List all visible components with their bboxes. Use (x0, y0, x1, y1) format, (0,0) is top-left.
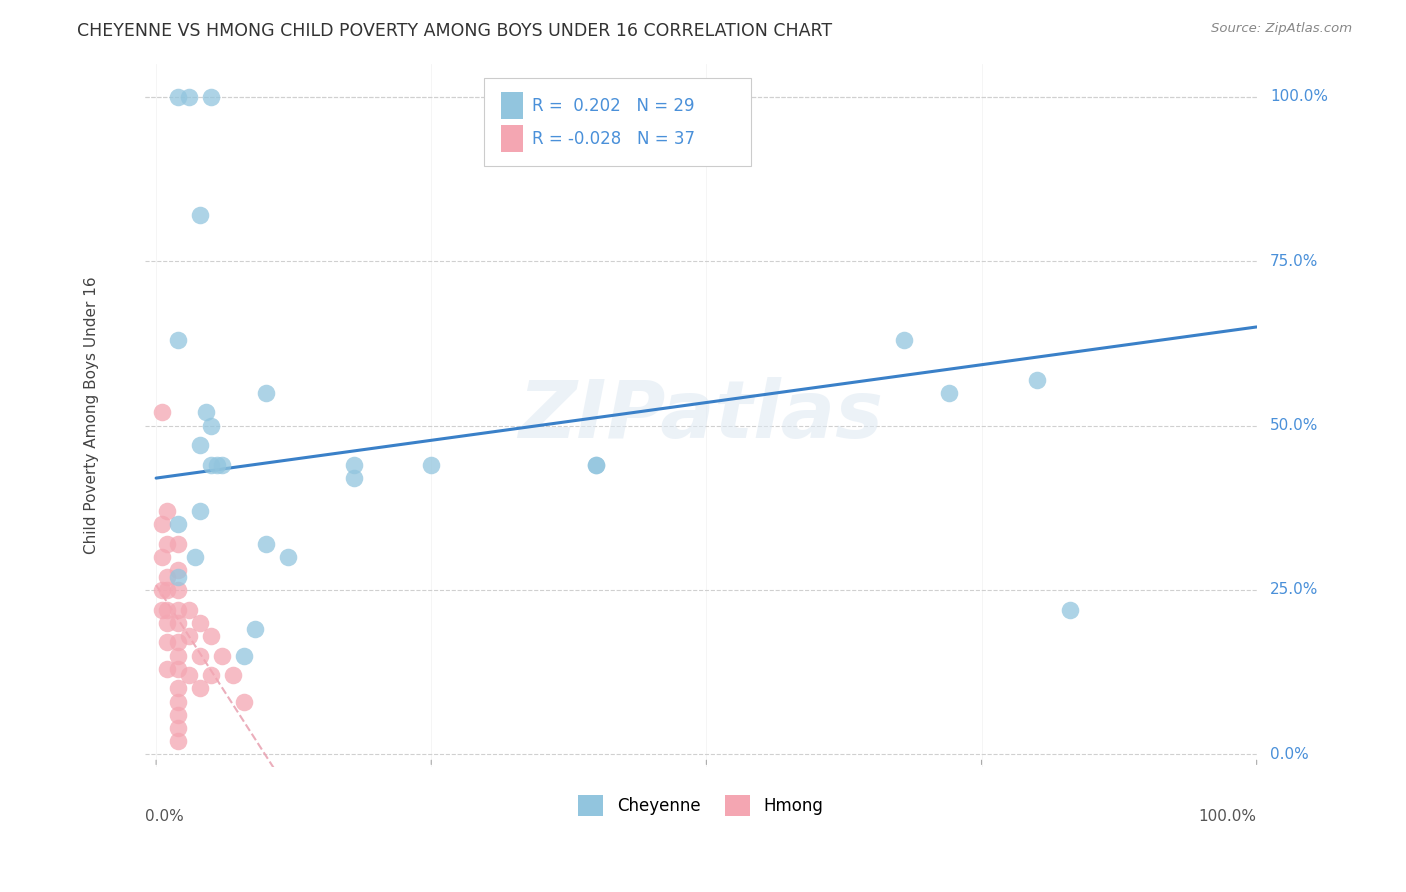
Point (167, 615, 190, 630)
Point (167, 721, 190, 735)
Point (167, 537, 190, 551)
Point (150, 405, 173, 419)
Point (188, 681, 211, 696)
Point (222, 668, 245, 682)
Point (233, 694, 256, 708)
Point (179, 602, 201, 616)
Point (167, 570, 190, 584)
Point (156, 504, 179, 518)
Point (167, 681, 190, 696)
Point (893, 333, 915, 347)
Point (150, 602, 173, 616)
Point (194, 405, 217, 419)
Point (179, 668, 201, 682)
Point (150, 549, 173, 564)
Point (179, 90, 201, 104)
Point (243, 622, 266, 636)
Text: 100.0%: 100.0% (1270, 89, 1329, 104)
Text: Source: ZipAtlas.com: Source: ZipAtlas.com (1212, 22, 1353, 36)
Point (188, 648, 211, 663)
Point (343, 471, 366, 485)
Point (1025, 372, 1047, 386)
Point (254, 385, 277, 400)
Point (277, 549, 299, 564)
Text: CHEYENNE VS HMONG CHILD POVERTY AMONG BOYS UNDER 16 CORRELATION CHART: CHEYENNE VS HMONG CHILD POVERTY AMONG BO… (77, 22, 832, 40)
Point (1059, 602, 1081, 616)
Text: 0.0%: 0.0% (1270, 747, 1309, 762)
Point (938, 385, 960, 400)
Point (156, 582, 179, 597)
Point (167, 602, 190, 616)
Point (156, 570, 179, 584)
Text: R =  0.202   N = 29: R = 0.202 N = 29 (531, 96, 695, 114)
FancyBboxPatch shape (484, 78, 751, 166)
Text: R = -0.028   N = 37: R = -0.028 N = 37 (531, 129, 695, 147)
Point (150, 517, 173, 532)
Legend: Cheyenne, Hmong: Cheyenne, Hmong (572, 789, 830, 822)
Point (167, 662, 190, 676)
Point (188, 438, 211, 452)
Point (156, 635, 179, 649)
Point (200, 629, 222, 643)
Point (156, 602, 179, 616)
Point (167, 734, 190, 748)
Point (167, 333, 190, 347)
Point (200, 418, 222, 433)
Point (167, 648, 190, 663)
Point (200, 668, 222, 682)
Point (188, 208, 211, 222)
Text: 50.0%: 50.0% (1270, 418, 1319, 433)
Point (233, 648, 256, 663)
Point (183, 549, 205, 564)
Text: 25.0%: 25.0% (1270, 582, 1319, 598)
Point (420, 458, 443, 472)
Point (188, 504, 211, 518)
Point (156, 662, 179, 676)
Point (167, 563, 190, 577)
Point (205, 458, 228, 472)
Point (150, 582, 173, 597)
Point (188, 615, 211, 630)
Point (585, 458, 607, 472)
Point (156, 615, 179, 630)
Bar (501, 125, 523, 152)
Point (167, 582, 190, 597)
Point (585, 458, 607, 472)
Point (167, 707, 190, 722)
Point (167, 517, 190, 532)
Text: 100.0%: 100.0% (1199, 809, 1257, 824)
Point (167, 694, 190, 708)
Point (200, 90, 222, 104)
Point (254, 537, 277, 551)
Bar (501, 92, 523, 119)
Point (156, 537, 179, 551)
Point (211, 458, 233, 472)
Point (211, 648, 233, 663)
Point (200, 458, 222, 472)
Point (167, 635, 190, 649)
Point (167, 90, 190, 104)
Text: Child Poverty Among Boys Under 16: Child Poverty Among Boys Under 16 (84, 277, 100, 555)
Point (343, 458, 366, 472)
Text: 75.0%: 75.0% (1270, 253, 1319, 268)
Text: ZIPatlas: ZIPatlas (519, 376, 883, 455)
Point (179, 629, 201, 643)
Text: 0.0%: 0.0% (145, 809, 184, 824)
